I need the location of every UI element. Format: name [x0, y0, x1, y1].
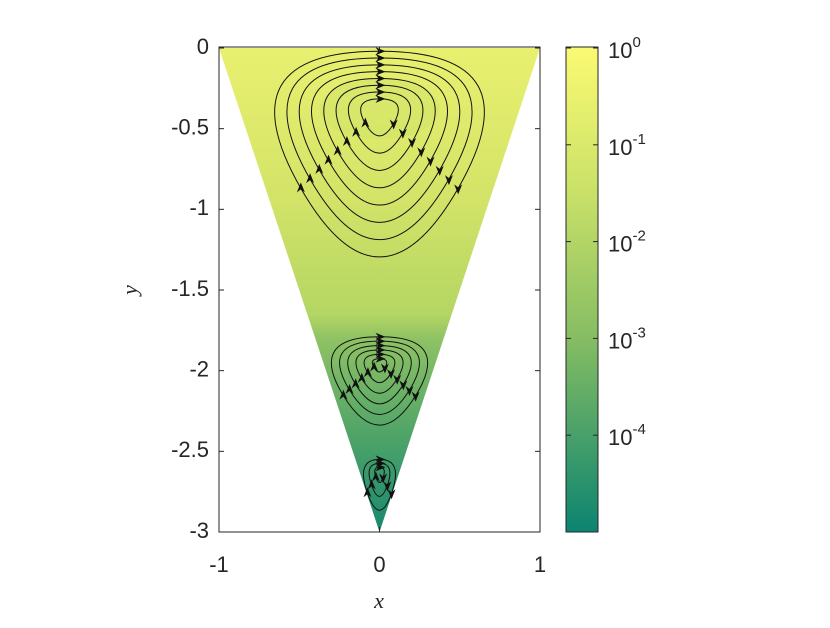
arrow	[363, 367, 372, 378]
arrow	[375, 332, 386, 341]
arrow	[357, 372, 366, 383]
arrow	[375, 47, 386, 56]
arrow	[411, 391, 420, 402]
arrow	[352, 126, 361, 137]
arrow	[426, 156, 435, 167]
arrow	[387, 489, 396, 500]
arrow	[405, 386, 414, 397]
arrow	[351, 378, 360, 389]
tick-exponent: 0	[632, 34, 640, 51]
y-tick-label: -2.5	[171, 437, 209, 462]
x-tick-label: -1	[209, 552, 229, 577]
y-tick-label: -2	[189, 356, 209, 381]
arrow	[444, 175, 453, 186]
streamline	[355, 349, 404, 394]
arrow	[363, 487, 372, 498]
streamline	[347, 91, 412, 154]
arrow	[324, 154, 333, 165]
y-tick-label: -0.5	[171, 114, 209, 139]
y-axis-label: y	[117, 285, 142, 297]
streamline	[360, 98, 399, 137]
colorbar-tick-label: 10-3	[608, 324, 646, 353]
arrow	[393, 374, 402, 385]
streamline	[298, 64, 461, 223]
arrow	[380, 363, 389, 374]
streamline	[363, 353, 396, 384]
colorbar-tick-label: 100	[608, 34, 641, 63]
arrow	[417, 147, 426, 158]
tick-base: 10	[608, 38, 632, 63]
arrow	[375, 94, 386, 103]
arrow	[315, 163, 324, 174]
tick-base: 10	[608, 231, 632, 256]
field	[219, 48, 540, 532]
arrow	[296, 182, 305, 193]
colorbar-tick-label: 10-2	[608, 228, 646, 257]
arrow	[383, 481, 392, 492]
x-axis-label: x	[373, 588, 384, 613]
arrow	[375, 54, 386, 63]
arrow	[375, 88, 386, 97]
streamline	[274, 50, 485, 258]
colorbar-tick-label: 10-1	[608, 131, 646, 160]
x-tick-label: 1	[534, 552, 546, 577]
tick-exponent: -3	[632, 324, 645, 341]
eddy-glow	[319, 79, 440, 140]
streamline	[311, 71, 448, 206]
y-tick-label: -1.5	[171, 276, 209, 301]
arrow	[361, 117, 370, 128]
arrow	[435, 165, 444, 176]
tick-exponent: -2	[632, 228, 645, 245]
arrow	[367, 479, 376, 490]
streamline	[368, 462, 391, 497]
streamline	[335, 84, 424, 171]
arrow	[375, 81, 386, 90]
arrow	[375, 67, 386, 76]
domain	[219, 48, 540, 532]
streamlines	[274, 47, 485, 511]
y-tick-label: 0	[197, 34, 209, 59]
arrow	[333, 145, 342, 156]
streamline	[374, 466, 385, 484]
tick-base: 10	[608, 425, 632, 450]
tick-exponent: -4	[632, 421, 645, 438]
arrow	[375, 60, 386, 69]
tick-base: 10	[608, 328, 632, 353]
arrow	[375, 455, 386, 464]
arrow	[398, 128, 407, 139]
tick-base: 10	[608, 135, 632, 160]
streamline	[347, 345, 412, 405]
streamline	[286, 57, 473, 241]
x-tick-label: 0	[373, 552, 385, 577]
arrow	[387, 369, 396, 380]
colorbar-tick-label: 10-4	[608, 421, 646, 450]
arrow	[389, 119, 398, 130]
y-tick-label: -1	[189, 195, 209, 220]
streamline	[330, 336, 429, 426]
tick-exponent: -1	[632, 131, 645, 148]
arrow	[306, 173, 315, 184]
streamline	[371, 358, 388, 373]
arrow	[342, 136, 351, 147]
streamline	[363, 458, 396, 511]
arrow	[375, 74, 386, 83]
arrow	[339, 389, 348, 400]
streamline	[339, 340, 420, 415]
arrow	[371, 471, 380, 482]
arrow	[345, 384, 354, 395]
y-tick-label: -3	[189, 518, 209, 543]
arrow	[454, 184, 463, 195]
arrow	[399, 380, 408, 391]
streamline	[323, 77, 436, 189]
arrow	[408, 138, 417, 149]
arrow	[370, 361, 379, 372]
arrow	[379, 473, 388, 484]
colorbar	[565, 46, 599, 533]
